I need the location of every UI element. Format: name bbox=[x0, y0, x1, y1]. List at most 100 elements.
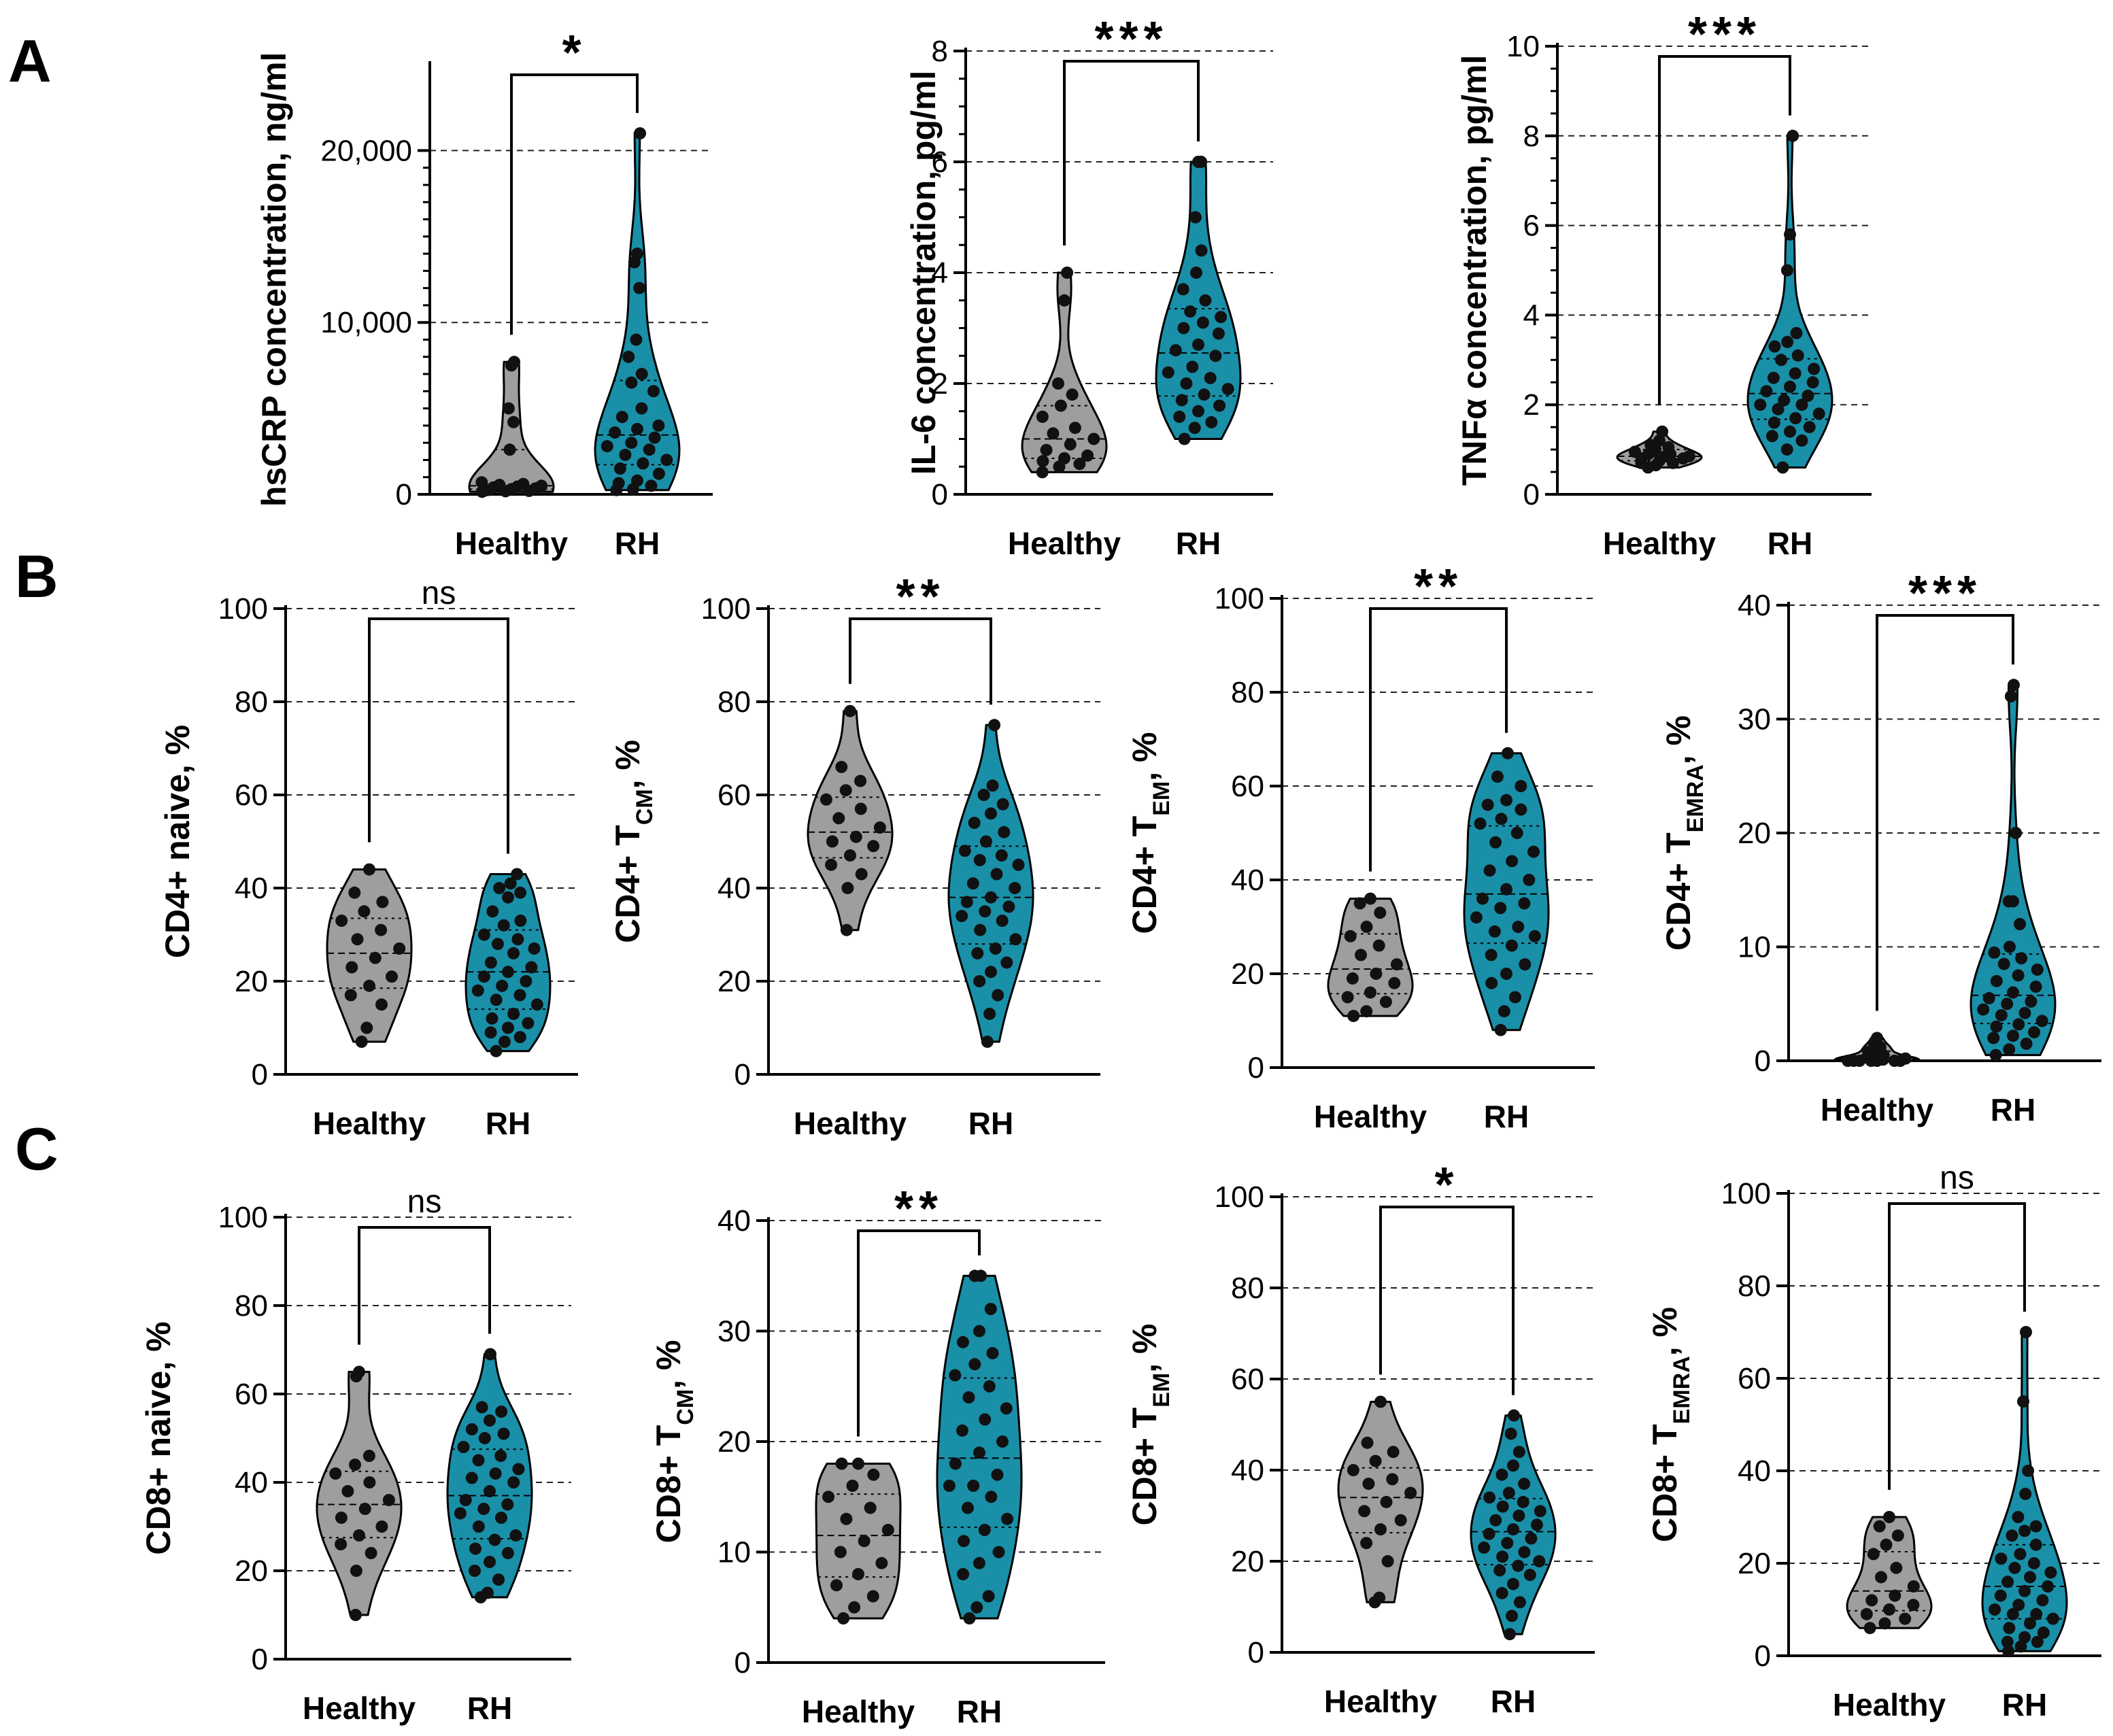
data-point bbox=[1180, 377, 1193, 390]
data-point bbox=[841, 882, 854, 894]
category-label: Healthy bbox=[802, 1694, 915, 1729]
data-point bbox=[2025, 995, 2038, 1008]
data-point bbox=[631, 422, 643, 435]
data-point bbox=[513, 1031, 526, 1044]
data-point bbox=[2029, 981, 2042, 993]
violin-healthy bbox=[807, 710, 894, 932]
data-point bbox=[1177, 283, 1189, 296]
data-point bbox=[1087, 432, 1100, 445]
data-point bbox=[1058, 452, 1070, 464]
significance-bracket bbox=[1369, 607, 1508, 872]
data-point bbox=[386, 970, 398, 983]
data-point bbox=[1380, 1495, 1393, 1508]
significance-label: ** bbox=[1414, 560, 1463, 614]
significance-bracket bbox=[1658, 55, 1791, 405]
data-point bbox=[1474, 817, 1487, 830]
data-point bbox=[983, 1380, 996, 1393]
data-point bbox=[1481, 798, 1494, 811]
data-point bbox=[358, 905, 371, 918]
data-point bbox=[382, 1494, 395, 1506]
data-point bbox=[956, 910, 968, 923]
data-point bbox=[1162, 366, 1174, 379]
data-point bbox=[1506, 855, 1519, 868]
data-point bbox=[2029, 1538, 2042, 1551]
y-tick-label: 2 bbox=[932, 367, 948, 401]
significance-bracket bbox=[358, 1226, 491, 1345]
y-axis-label: CD8+ TEM, % bbox=[1126, 1324, 1174, 1526]
y-tick-label: 0 bbox=[734, 1058, 751, 1091]
data-point bbox=[1760, 385, 1773, 398]
data-point bbox=[375, 923, 388, 936]
chart-cd8-tcm: 0 10 20 30 40 CD8+ TCM, % Healthy RH ** bbox=[649, 1182, 1105, 1729]
data-point bbox=[1899, 1052, 1912, 1065]
data-point bbox=[1997, 957, 2010, 970]
data-point bbox=[958, 845, 971, 857]
y-axis-label-subscript: EM bbox=[1149, 1373, 1174, 1408]
y-tick-label: 40 bbox=[1738, 589, 1771, 622]
data-point bbox=[2020, 1326, 2032, 1338]
significance-bracket bbox=[510, 73, 639, 335]
significance-bracket bbox=[1063, 60, 1200, 245]
data-point bbox=[1990, 1020, 2003, 1033]
data-point bbox=[345, 961, 358, 974]
data-point bbox=[349, 1459, 361, 1471]
data-point bbox=[2042, 1580, 2055, 1593]
y-tick-label: 80 bbox=[235, 685, 268, 719]
y-tick-label: 0 bbox=[932, 478, 948, 511]
data-point bbox=[1765, 430, 1778, 443]
data-point bbox=[1784, 228, 1796, 241]
data-point bbox=[612, 477, 625, 490]
data-point bbox=[2004, 940, 2016, 953]
data-point bbox=[1808, 362, 1821, 375]
data-point bbox=[825, 858, 838, 871]
data-point bbox=[1488, 925, 1501, 938]
data-point bbox=[349, 1609, 362, 1621]
y-tick-label: 40 bbox=[1738, 1454, 1771, 1488]
data-point bbox=[1192, 405, 1204, 418]
data-point bbox=[353, 1529, 365, 1542]
data-point bbox=[1500, 883, 1512, 896]
data-point bbox=[1527, 845, 1540, 858]
data-point bbox=[840, 923, 853, 936]
category-label: RH bbox=[615, 526, 660, 561]
data-point bbox=[358, 1503, 371, 1515]
data-point bbox=[1000, 956, 1013, 969]
data-point bbox=[1995, 1552, 2008, 1565]
data-point bbox=[1347, 1464, 1359, 1476]
data-point bbox=[344, 989, 357, 1002]
data-point bbox=[1186, 360, 1199, 373]
data-point bbox=[943, 1480, 956, 1492]
violin-healthy bbox=[326, 868, 413, 1043]
y-tick-label: 60 bbox=[717, 779, 751, 812]
data-point bbox=[1387, 1446, 1400, 1459]
data-point bbox=[472, 1520, 485, 1533]
y-axis-label-suffix: , % bbox=[649, 1340, 688, 1389]
y-axis-label-main: TNFα concentration, pg/ml bbox=[1455, 55, 1493, 486]
data-point bbox=[613, 462, 626, 475]
data-point bbox=[469, 1565, 481, 1577]
data-point bbox=[355, 1036, 368, 1048]
chart-hscrp: 0 10,000 20,000 hsCRP concentration, ng/ml H… bbox=[255, 26, 713, 561]
data-point bbox=[866, 1590, 879, 1603]
y-tick-label: 20 bbox=[235, 1554, 268, 1588]
data-point bbox=[2003, 1043, 2016, 1056]
data-point bbox=[1982, 991, 1995, 1004]
data-point bbox=[1768, 340, 1781, 353]
data-point bbox=[2010, 827, 2023, 839]
data-point bbox=[502, 402, 515, 415]
data-point bbox=[1169, 344, 1182, 357]
category-label: Healthy bbox=[1603, 526, 1717, 561]
data-point bbox=[1068, 422, 1081, 435]
data-point bbox=[2001, 1635, 2014, 1648]
data-point bbox=[1513, 1596, 1526, 1609]
data-point bbox=[1058, 294, 1070, 307]
data-point bbox=[619, 448, 632, 461]
category-label: RH bbox=[1768, 526, 1812, 561]
data-point bbox=[1341, 991, 1354, 1004]
data-point bbox=[634, 127, 647, 140]
data-point bbox=[1891, 1529, 1904, 1542]
data-point bbox=[1347, 1010, 1360, 1023]
y-axis-label: CD8+ TEMRA, % bbox=[1646, 1307, 1695, 1542]
data-point bbox=[1381, 1555, 1394, 1567]
y-tick-label: 20 bbox=[1231, 957, 1264, 991]
